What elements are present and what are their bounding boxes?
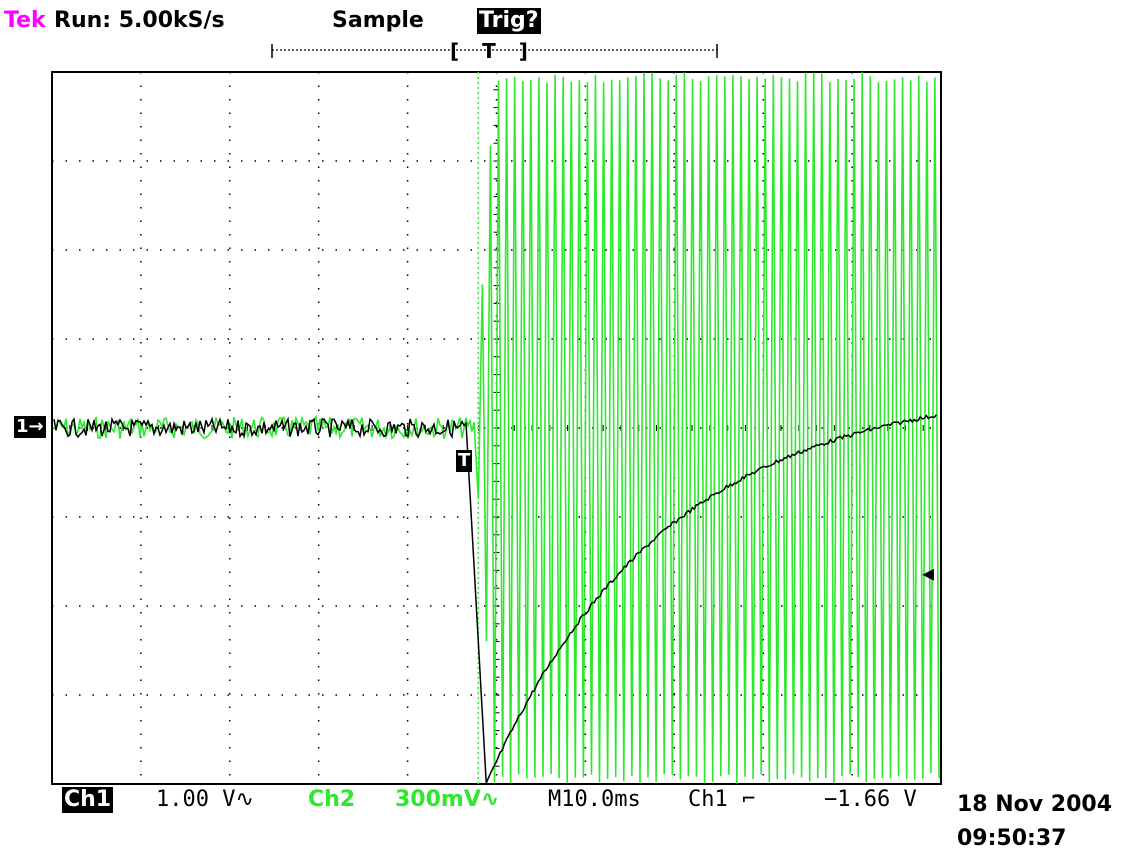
trigger-point-marker: T xyxy=(456,450,473,472)
ch2-waveform xyxy=(53,72,940,784)
ch1-label: Ch1 xyxy=(62,787,114,813)
trigger-slope-icon: ⌐ xyxy=(742,787,756,812)
trigger-status-badge: Trig? xyxy=(477,8,541,34)
ch2-label: Ch2 xyxy=(308,787,356,812)
timebase: M10.0ms xyxy=(548,787,641,812)
time: 09:50:37 xyxy=(957,826,1067,851)
record-position-bar xyxy=(271,44,718,58)
ch1-ground-marker: 1→ xyxy=(14,416,46,438)
ch1-scale: 1.00 V∿ xyxy=(156,787,254,812)
trigger-source: Ch1 xyxy=(688,787,728,812)
brand-label: Tek xyxy=(4,8,46,33)
trigger-level: −1.66 V xyxy=(824,787,917,812)
ch2-scale: 300mV∿ xyxy=(395,787,500,812)
ch1-trace xyxy=(53,414,937,785)
ch2-trace xyxy=(53,72,940,784)
ch1-waveform xyxy=(53,414,937,785)
acquisition-mode: Sample xyxy=(332,8,424,33)
run-status: Run: 5.00kS/s xyxy=(54,8,225,33)
date: 18 Nov 2004 xyxy=(957,792,1113,817)
record-bracket: [ T ] xyxy=(450,39,536,63)
trigger-level-marker: ◀ xyxy=(922,561,935,585)
